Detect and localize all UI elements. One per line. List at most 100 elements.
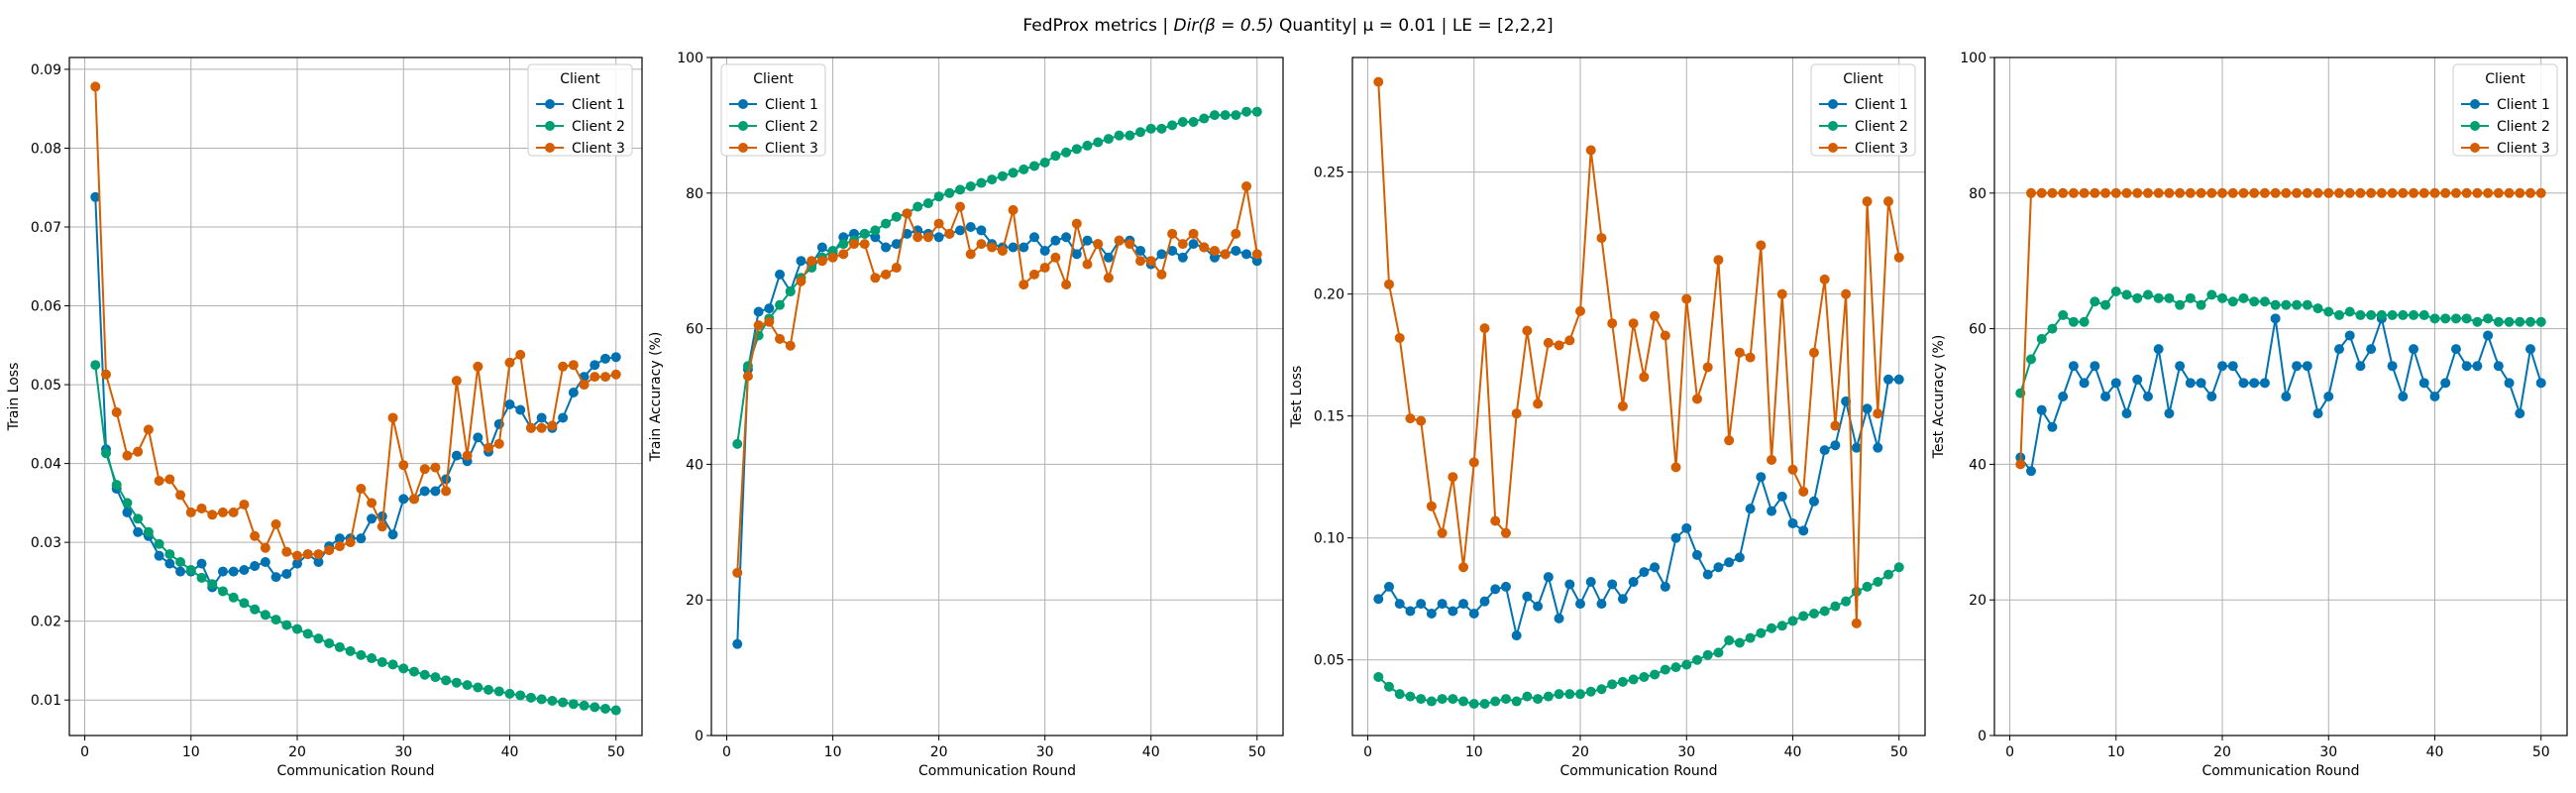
- data-point: [334, 533, 345, 544]
- x-tick-label: 0: [80, 744, 89, 760]
- y-tick-label: 0.04: [31, 457, 61, 473]
- data-point: [1061, 147, 1072, 158]
- data-point: [922, 198, 933, 209]
- data-point: [367, 498, 377, 509]
- data-point: [1479, 323, 1490, 334]
- data-point: [1490, 515, 1501, 526]
- data-point: [2238, 378, 2249, 389]
- data-point: [2387, 361, 2398, 372]
- data-point: [1028, 269, 1039, 280]
- y-axis-label: Train Accuracy (%): [648, 332, 664, 463]
- data-point: [504, 357, 515, 368]
- data-point: [1670, 662, 1681, 673]
- data-point: [2227, 296, 2238, 307]
- data-point: [2344, 187, 2355, 198]
- data-point: [1862, 403, 1873, 414]
- data-point: [2079, 316, 2090, 327]
- y-tick-label: 40: [686, 457, 703, 473]
- data-point: [2047, 421, 2058, 432]
- data-point: [1873, 576, 1883, 587]
- data-point: [2238, 187, 2249, 198]
- data-point: [1251, 256, 1262, 267]
- data-point: [154, 550, 164, 561]
- data-point: [2450, 344, 2461, 355]
- data-point: [1156, 123, 1167, 134]
- legend: Client Client 1 Client 2 Client 3: [2452, 63, 2558, 157]
- data-point: [217, 586, 228, 597]
- data-point: [2418, 187, 2429, 198]
- data-point: [1841, 596, 1852, 607]
- data-point: [2429, 187, 2440, 198]
- data-point: [1437, 527, 1448, 538]
- y-tick-label: 0.01: [31, 693, 61, 709]
- y-tick-label: 0.05: [31, 378, 61, 394]
- data-point: [387, 659, 398, 670]
- legend-marker: [545, 143, 555, 153]
- data-point: [764, 316, 775, 327]
- data-point: [2217, 187, 2228, 198]
- data-point: [2292, 187, 2303, 198]
- data-point: [2535, 378, 2546, 389]
- data-point: [859, 239, 870, 250]
- legend-title: Client: [2485, 71, 2525, 87]
- data-point: [1437, 694, 1448, 705]
- data-point: [239, 598, 250, 609]
- data-point: [1830, 440, 1841, 451]
- data-point: [1776, 491, 1787, 502]
- legend-marker: [2470, 121, 2480, 131]
- data-point: [2440, 313, 2451, 324]
- series-client-3: [1373, 76, 1904, 628]
- data-point: [2333, 344, 2344, 355]
- data-point: [250, 561, 261, 571]
- data-point: [1543, 691, 1554, 702]
- data-point: [2493, 316, 2504, 327]
- data-point: [944, 228, 955, 239]
- y-tick-label: 0.06: [31, 299, 61, 315]
- data-point: [1862, 581, 1873, 592]
- data-point: [2525, 316, 2535, 327]
- y-tick-label: 0.02: [31, 615, 61, 630]
- data-point: [912, 232, 923, 243]
- data-point: [955, 225, 966, 236]
- data-point: [111, 406, 122, 417]
- y-tick-label: 100: [677, 51, 703, 66]
- data-point: [207, 510, 218, 520]
- data-point: [302, 549, 313, 560]
- data-point: [419, 486, 430, 497]
- data-point: [2366, 309, 2377, 320]
- data-point: [2196, 299, 2206, 310]
- data-point: [600, 372, 610, 383]
- data-point: [2483, 313, 2494, 324]
- legend-marker: [738, 99, 748, 109]
- data-point: [1660, 581, 1670, 592]
- data-point: [1767, 454, 1777, 465]
- data-point: [1103, 134, 1114, 145]
- data-point: [600, 703, 610, 714]
- legend-entry: Client 1: [572, 97, 625, 113]
- data-point: [1596, 599, 1607, 610]
- data-point: [902, 208, 912, 219]
- data-point: [1071, 144, 1082, 155]
- data-point: [753, 320, 764, 331]
- data-point: [1394, 332, 1405, 343]
- data-point: [122, 450, 133, 461]
- data-point: [2281, 299, 2292, 310]
- x-tick-label: 50: [2532, 744, 2550, 760]
- test-loss-chart: 0 10 20 30 40 50 0.05 0.10 0.15 0.20 0.25 Communica…: [1289, 57, 1926, 779]
- data-point: [217, 566, 228, 577]
- data-point: [2281, 187, 2292, 198]
- data-point: [1209, 245, 1220, 256]
- data-point: [1617, 594, 1628, 605]
- data-point: [334, 641, 345, 652]
- data-point: [2429, 313, 2440, 324]
- data-point: [600, 353, 610, 364]
- data-point: [2515, 187, 2525, 198]
- data-point: [515, 349, 526, 360]
- series-client-3: [2015, 187, 2546, 470]
- data-point: [2355, 361, 2366, 372]
- legend-entry: Client 3: [765, 141, 818, 157]
- data-point: [1691, 549, 1702, 560]
- data-point: [239, 564, 250, 575]
- x-tick-label: 50: [1248, 744, 1266, 760]
